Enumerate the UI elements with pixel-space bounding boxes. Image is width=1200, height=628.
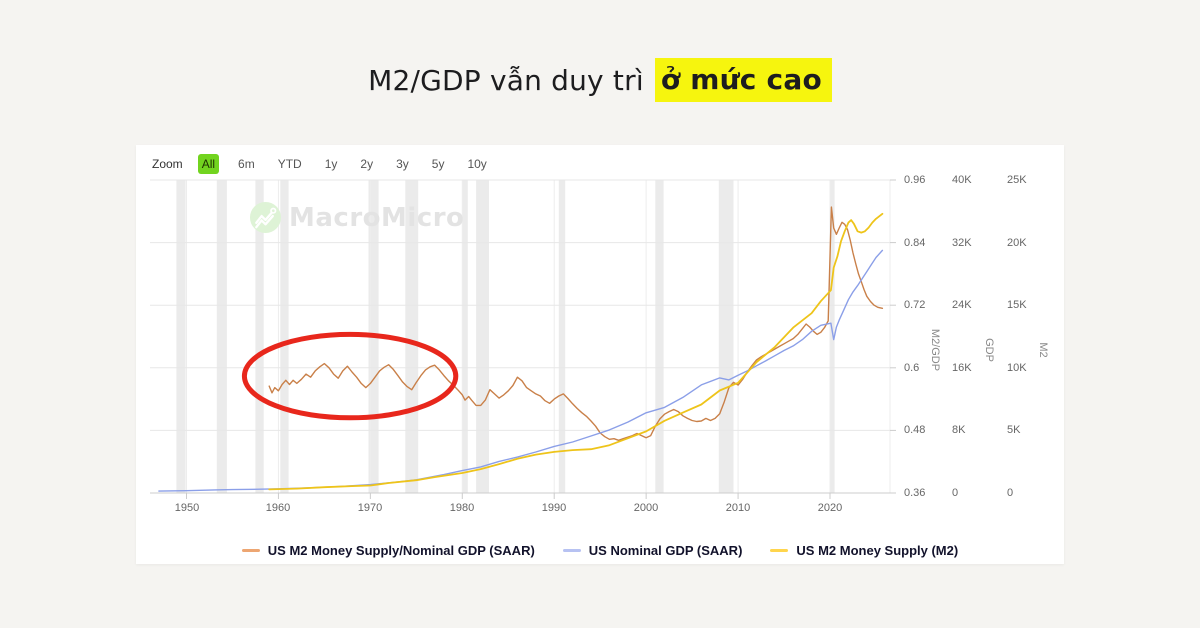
recession-band — [655, 180, 664, 493]
chart-card: Zoom All 6m YTD 1y 2y 3y 5y 10y MacroMicro M2/G… — [136, 145, 1064, 564]
recession-band — [280, 180, 289, 493]
legend-item-2[interactable]: US M2 Money Supply (M2) — [770, 543, 958, 558]
recession-band — [405, 180, 419, 493]
zoom-button-3y[interactable]: 3y — [392, 154, 413, 174]
recession-band — [462, 180, 468, 493]
legend-dash-icon — [562, 548, 581, 552]
legend-item-0[interactable]: US M2 Money Supply/Nominal GDP (SAAR) — [241, 542, 535, 558]
series-line-1 — [158, 249, 884, 492]
zoom-label: Zoom — [152, 157, 183, 171]
zoom-button-1y[interactable]: 1y — [321, 154, 342, 174]
legend-item-1[interactable]: US Nominal GDP (SAAR) — [562, 542, 743, 558]
page-title-text: M2/GDP vẫn duy trì — [368, 63, 653, 97]
recession-band — [176, 180, 186, 493]
zoom-button-5y[interactable]: 5y — [428, 154, 449, 174]
legend-dash-icon — [770, 548, 789, 552]
legend-label: US Nominal GDP (SAAR) — [588, 542, 743, 558]
zoom-button-all[interactable]: All — [197, 154, 220, 174]
page-title-highlight: ở mức cao — [654, 58, 832, 102]
chart-plot-area[interactable] — [136, 145, 1064, 564]
zoom-button-10y[interactable]: 10y — [463, 154, 490, 174]
highlight-ellipse — [241, 331, 459, 421]
zoom-button-2y[interactable]: 2y — [356, 154, 377, 174]
series-line-0 — [268, 206, 884, 441]
zoom-button-ytd[interactable]: YTD — [274, 154, 306, 174]
recession-band — [558, 180, 566, 493]
recession-band — [255, 180, 264, 493]
zoom-button-6m[interactable]: 6m — [234, 154, 259, 174]
series-line-2 — [268, 212, 884, 491]
zoom-toolbar: Zoom All 6m YTD 1y 2y 3y 5y 10y — [152, 153, 491, 175]
recession-band — [718, 180, 734, 493]
legend-label: US M2 Money Supply/Nominal GDP (SAAR) — [267, 542, 535, 558]
recession-band — [830, 180, 835, 493]
legend-dash-icon — [241, 548, 260, 552]
zoom-buttons: All 6m YTD 1y 2y 3y 5y 10y — [197, 154, 491, 174]
page-title: M2/GDP vẫn duy trì ở mức cao — [0, 58, 1200, 102]
recession-band — [216, 180, 227, 493]
chart-legend: US M2 Money Supply/Nominal GDP (SAAR) US … — [136, 539, 1064, 561]
legend-label: US M2 Money Supply (M2) — [796, 542, 959, 558]
recession-band — [476, 180, 489, 493]
